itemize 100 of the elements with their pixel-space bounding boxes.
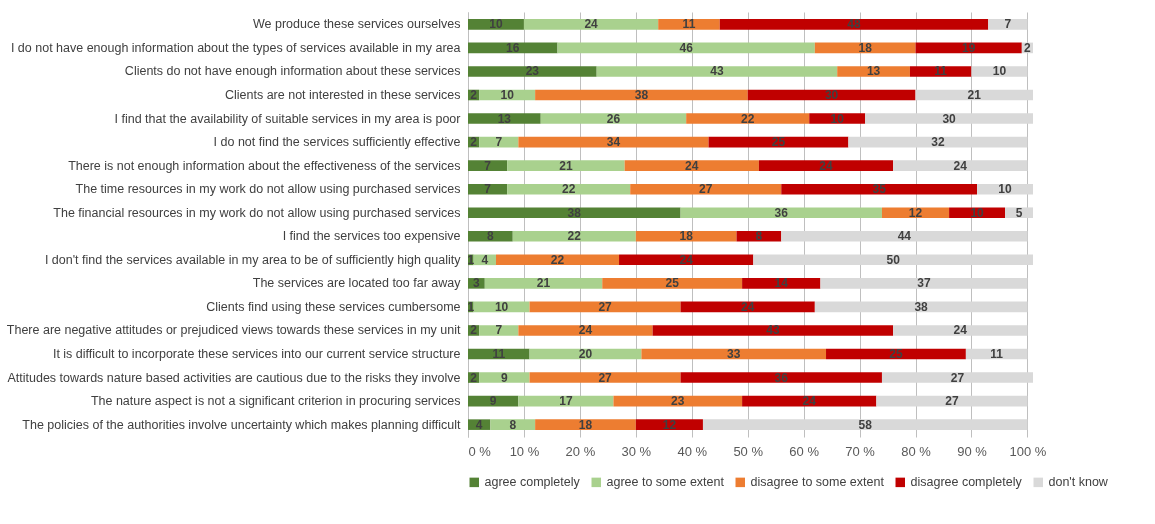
legend-label: don't know [1048, 475, 1109, 490]
y-tick-label: The services are located too far away [252, 276, 462, 291]
bar [596, 66, 838, 77]
data-label: 24 [578, 323, 593, 338]
data-label: 38 [914, 299, 929, 314]
x-tick-label: 100 % [1009, 443, 1047, 459]
legend-label: disagree completely [910, 475, 1023, 490]
bar [624, 160, 759, 171]
data-label: 23 [671, 394, 685, 409]
data-label: 7 [484, 182, 492, 197]
data-label: 24 [819, 158, 834, 173]
bar [781, 183, 978, 195]
bar [557, 42, 815, 54]
x-tick-label: 30 % [621, 443, 652, 459]
bar [535, 89, 748, 101]
data-label: 11 [990, 347, 1004, 361]
bar [719, 19, 989, 30]
data-label: 10 [970, 205, 985, 220]
data-label: 24 [679, 252, 694, 267]
data-label: 38 [634, 88, 649, 102]
x-tick-label: 80 % [901, 443, 932, 459]
data-label: 22 [741, 111, 755, 126]
data-label: 10 [830, 111, 845, 126]
data-label: 5 [1015, 205, 1023, 220]
bar [479, 325, 519, 336]
y-tick-label: I do not find the services sufficiently effective [213, 135, 461, 150]
x-tick-label: 20 % [565, 443, 596, 459]
bar [512, 230, 636, 242]
data-label: 10 [489, 17, 503, 32]
bar [742, 278, 821, 289]
data-label: 7 [495, 323, 503, 338]
x-tick-label: 0 % [468, 443, 492, 459]
data-label: 11 [934, 64, 948, 79]
y-tick-label: Clients find using these services cumbersome [206, 299, 461, 314]
bar [635, 230, 737, 242]
data-label: 30 [824, 88, 839, 102]
data-label: 58 [858, 417, 873, 432]
bar [518, 325, 653, 336]
data-label: 25 [771, 135, 786, 150]
data-label: 46 [679, 40, 694, 55]
legend-label: agree completely [484, 475, 581, 490]
y-tick-label: I find the services too expensive [282, 229, 461, 244]
data-label: 9 [489, 394, 497, 409]
data-label: 17 [559, 394, 573, 409]
bar [881, 207, 950, 219]
bar [507, 160, 625, 171]
data-label: 7 [495, 135, 503, 150]
data-label: 43 [766, 323, 780, 338]
bar [468, 230, 513, 242]
bar [814, 301, 1028, 313]
data-label: 36 [774, 205, 789, 220]
data-label: 24 [741, 299, 755, 314]
data-label: 22 [567, 229, 582, 244]
data-label: 8 [487, 229, 495, 244]
data-label: 34 [606, 135, 621, 150]
bar [468, 207, 681, 219]
bar [680, 372, 882, 383]
data-label: 12 [662, 417, 677, 432]
y-tick-label: The policies of the authorities involve uncertainty which makes planning difficult [22, 417, 462, 432]
data-label: 8 [755, 229, 763, 244]
data-label: 2 [470, 88, 478, 102]
data-label: 3 [473, 276, 481, 291]
data-label: 33 [727, 347, 741, 361]
data-label: 13 [866, 64, 881, 79]
y-tick-label: The financial resources in my work do not allow using purchased services [53, 205, 461, 220]
bar [781, 230, 1028, 242]
bar [753, 254, 1033, 266]
data-label: 11 [492, 347, 506, 361]
bar [680, 207, 882, 219]
bar [602, 278, 743, 289]
data-label: 24 [953, 158, 968, 173]
data-label: 23 [525, 64, 540, 79]
y-tick-label: Clients are not interested in these services [224, 88, 461, 102]
data-label: 48 [847, 17, 861, 32]
bar [758, 160, 894, 171]
bar [893, 160, 1028, 171]
data-label: 21 [536, 276, 551, 291]
data-label: 44 [897, 229, 912, 244]
bar [540, 113, 687, 124]
data-label: 7 [1004, 17, 1012, 32]
y-tick-label: Attitudes towards nature based activities are cautious due to the risks they involve [7, 370, 461, 385]
y-tick-label: We produce these services ourselves [252, 17, 461, 32]
y-tick-label: It is difficult to incorporate these services into our current service structure [52, 347, 461, 361]
bar [479, 372, 530, 383]
bar [484, 278, 603, 289]
data-label: 19 [961, 40, 976, 55]
data-label: 24 [685, 158, 699, 173]
data-label: 27 [598, 299, 613, 314]
data-label: 27 [699, 182, 713, 197]
data-label: 10 [992, 64, 1007, 79]
x-tick-label: 40 % [677, 443, 708, 459]
data-label: 32 [931, 135, 945, 150]
data-label: 27 [950, 370, 965, 385]
data-label: 27 [598, 370, 613, 385]
data-label: 18 [578, 417, 593, 432]
bar [641, 348, 827, 360]
bar [468, 113, 541, 124]
bar [820, 278, 1028, 289]
data-label: 10 [494, 299, 509, 314]
bar [529, 372, 681, 383]
